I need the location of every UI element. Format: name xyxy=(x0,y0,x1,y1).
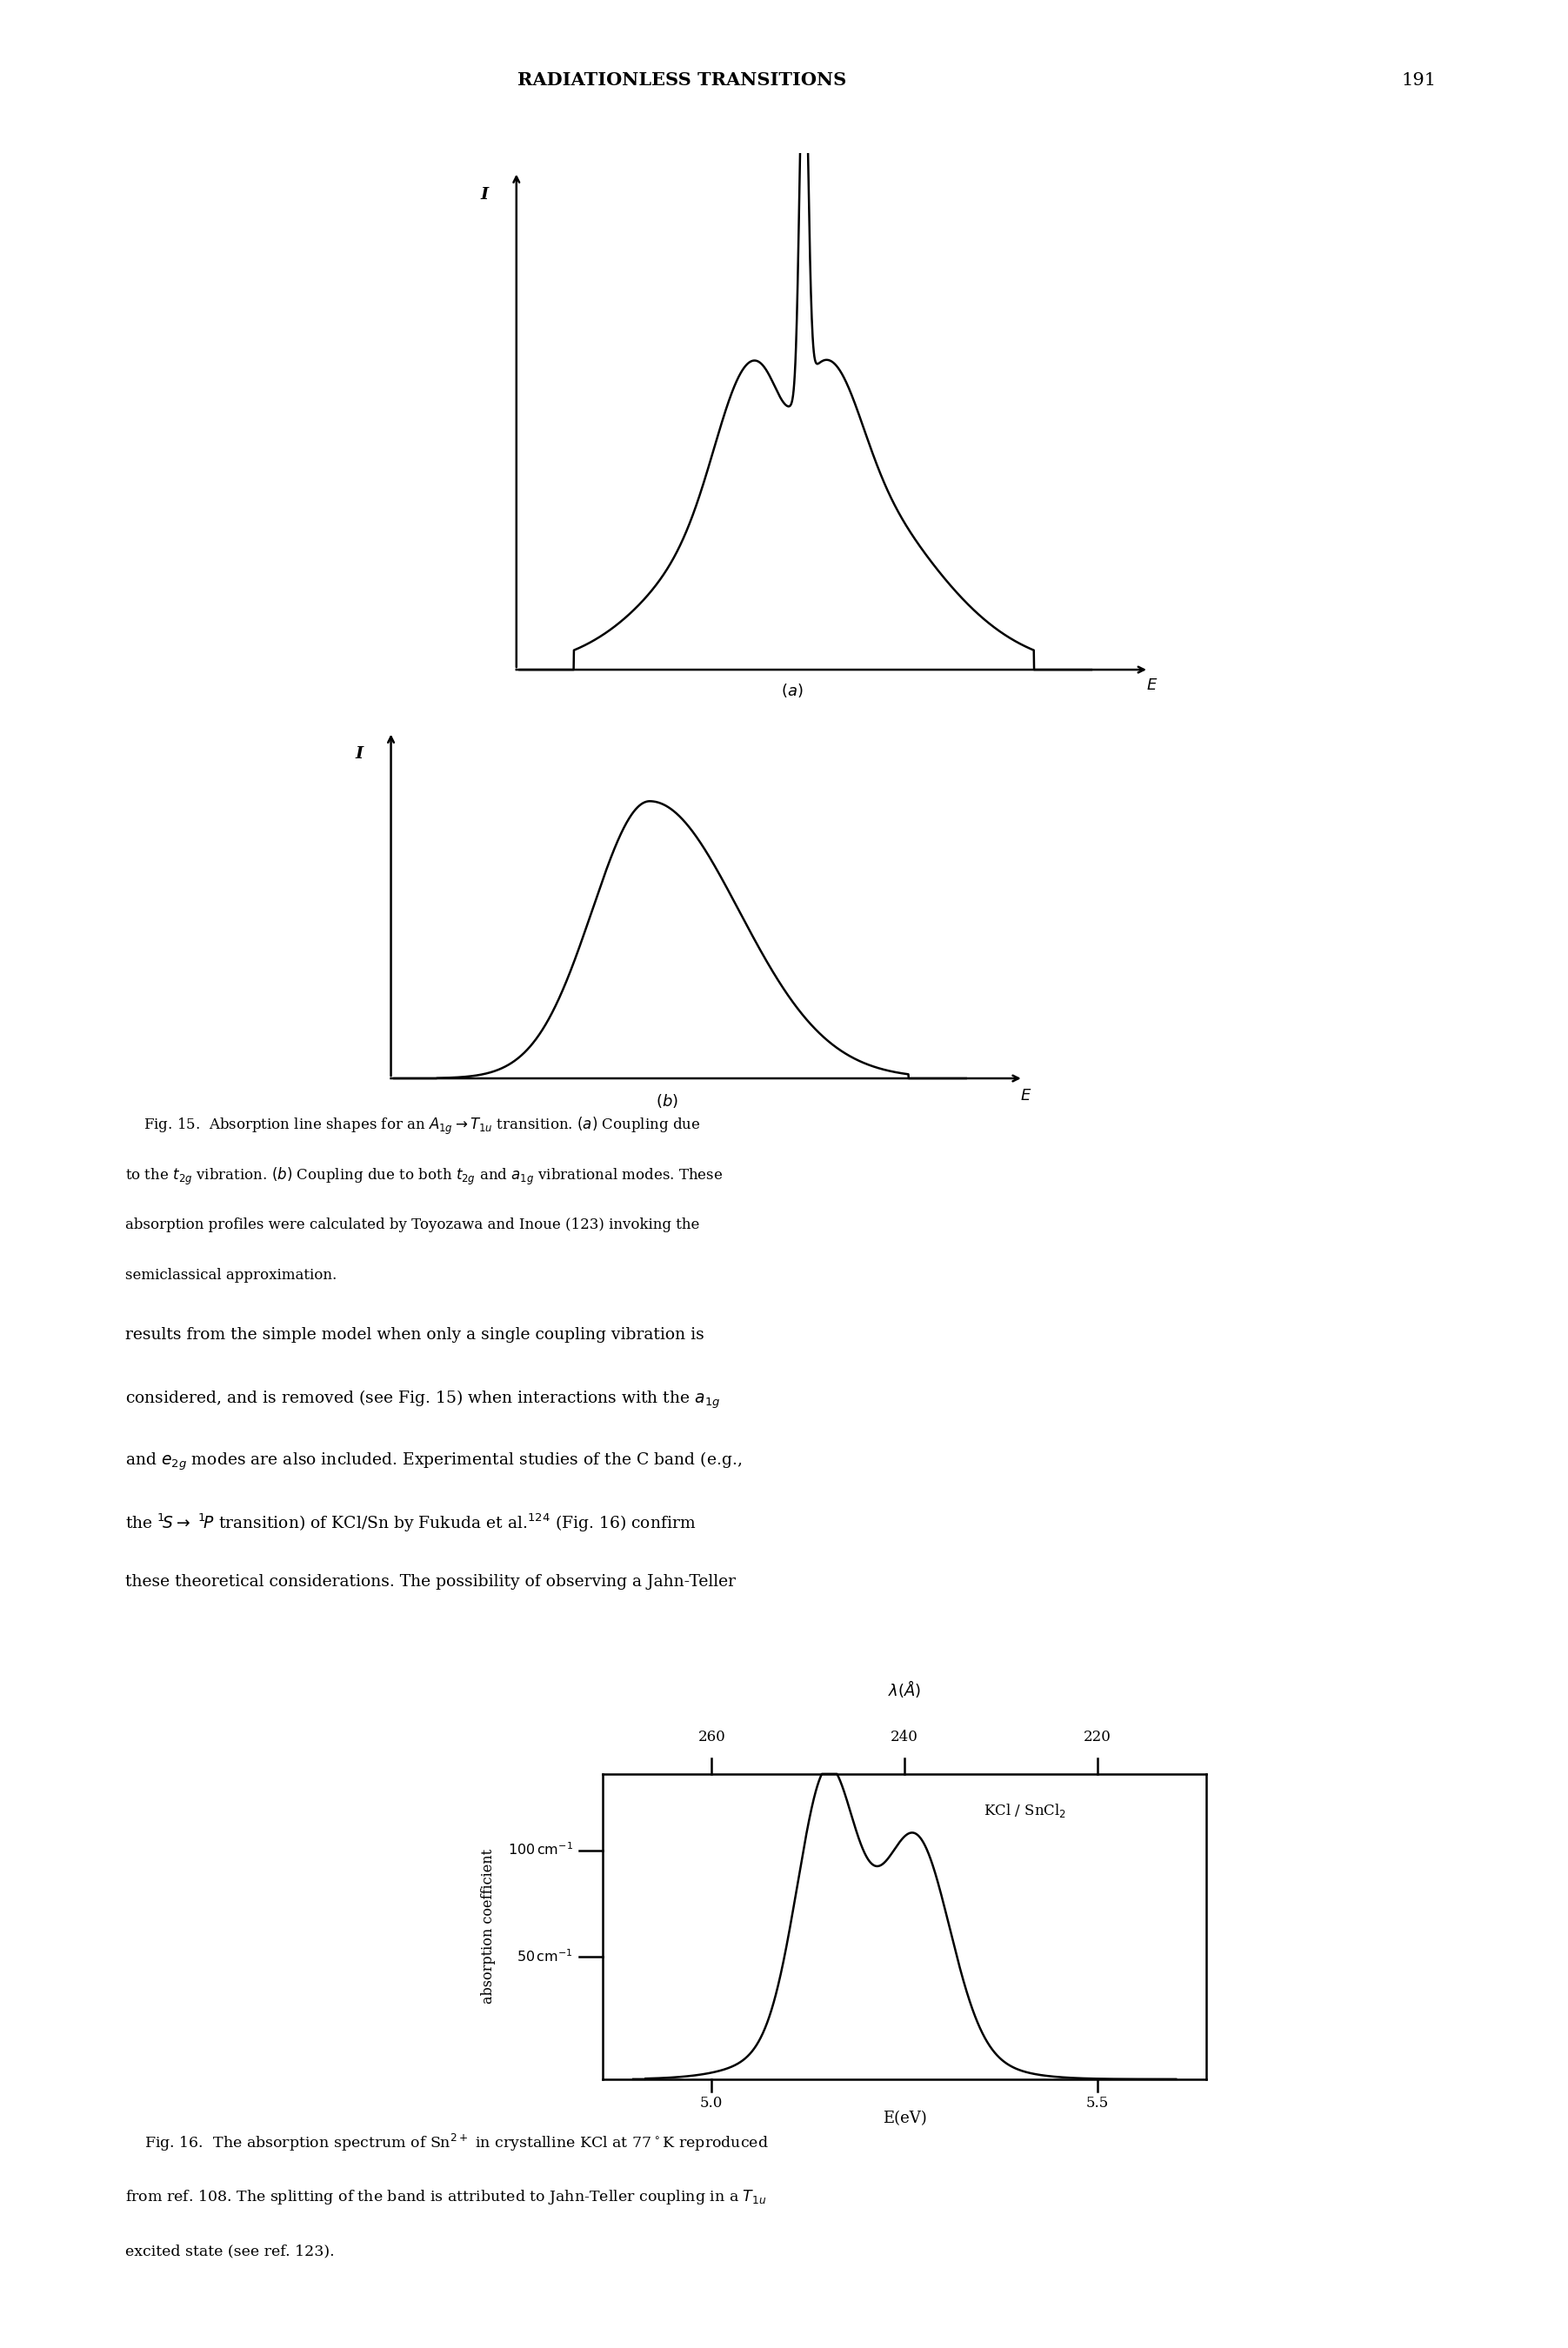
Text: considered, and is removed (see Fig. 15) when interactions with the $a_{1g}$: considered, and is removed (see Fig. 15)… xyxy=(125,1388,721,1411)
Text: $E$: $E$ xyxy=(1021,1087,1032,1104)
Text: and $e_{2g}$ modes are also included. Experimental studies of the C band (e.g.,: and $e_{2g}$ modes are also included. Ex… xyxy=(125,1451,742,1472)
Text: Fig. 15.  Absorption line shapes for an $A_{1g} \rightarrow T_{1u}$ transition. : Fig. 15. Absorption line shapes for an $… xyxy=(125,1115,701,1136)
Text: Fig. 16.  The absorption spectrum of Sn$^{2+}$ in crystalline KCl at 77$^\circ$K: Fig. 16. The absorption spectrum of Sn$^… xyxy=(125,2132,768,2153)
Text: 240: 240 xyxy=(891,1730,919,1745)
Text: semiclassical approximation.: semiclassical approximation. xyxy=(125,1268,337,1282)
Text: results from the simple model when only a single coupling vibration is: results from the simple model when only … xyxy=(125,1327,704,1343)
Text: 191: 191 xyxy=(1402,73,1436,89)
Text: I: I xyxy=(481,188,489,202)
Text: to the $t_{2g}$ vibration. $(b)$ Coupling due to both $t_{2g}$ and $a_{1g}$ vibr: to the $t_{2g}$ vibration. $(b)$ Couplin… xyxy=(125,1167,723,1188)
Text: $E$: $E$ xyxy=(1146,676,1157,693)
Text: 260: 260 xyxy=(698,1730,726,1745)
Text: $100\,\mathrm{cm}^{-1}$: $100\,\mathrm{cm}^{-1}$ xyxy=(508,1843,572,1857)
Text: 5.0: 5.0 xyxy=(701,2097,723,2111)
Text: absorption profiles were calculated by Toyozawa and Inoue (123) invoking the: absorption profiles were calculated by T… xyxy=(125,1216,699,1233)
Text: from ref. 108. The splitting of the band is attributed to Jahn-Teller coupling i: from ref. 108. The splitting of the band… xyxy=(125,2188,767,2207)
Text: the $^1\!S \rightarrow\ ^1\!P$ transition) of KCl/Sn by Fukuda et al.$^{124}$ (F: the $^1\!S \rightarrow\ ^1\!P$ transitio… xyxy=(125,1512,696,1533)
Text: $(b)$: $(b)$ xyxy=(655,1092,679,1111)
Text: E(eV): E(eV) xyxy=(883,2111,927,2127)
Text: absorption coefficient: absorption coefficient xyxy=(481,1850,495,2003)
Text: KCl / SnCl$_2$: KCl / SnCl$_2$ xyxy=(983,1801,1066,1820)
Text: I: I xyxy=(356,747,364,761)
Text: these theoretical considerations. The possibility of observing a Jahn-Teller: these theoretical considerations. The po… xyxy=(125,1573,735,1590)
Text: 220: 220 xyxy=(1083,1730,1112,1745)
Text: $\lambda(\AA)$: $\lambda(\AA)$ xyxy=(887,1679,922,1700)
Text: RADIATIONLESS TRANSITIONS: RADIATIONLESS TRANSITIONS xyxy=(517,70,847,89)
Text: excited state (see ref. 123).: excited state (see ref. 123). xyxy=(125,2245,334,2259)
Text: 5.5: 5.5 xyxy=(1087,2097,1109,2111)
Text: $(a)$: $(a)$ xyxy=(781,681,803,700)
Text: $50\,\mathrm{cm}^{-1}$: $50\,\mathrm{cm}^{-1}$ xyxy=(516,1949,572,1965)
